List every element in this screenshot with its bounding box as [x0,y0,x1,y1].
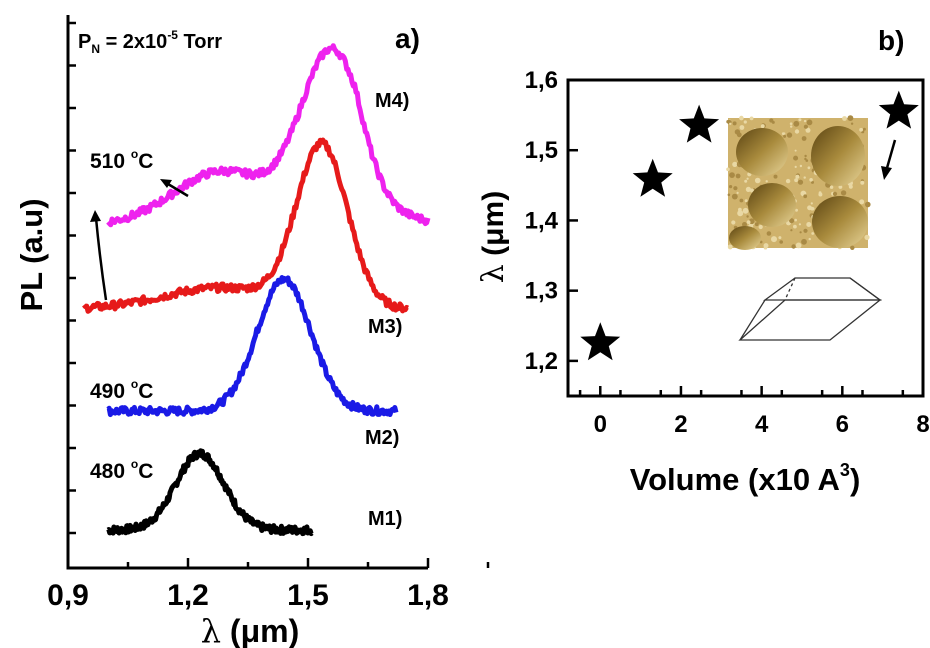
temperature-label-490: 490 oC [90,377,153,403]
panel-a-spectra [82,43,431,537]
panel-b-y-tick-label: 1,6 [525,67,558,94]
panel-b-x-axis-label: Volume (x10 A3) [630,460,861,497]
panel-b-x-tick-label: 8 [916,411,929,438]
series-label-m4: M4) [375,90,409,112]
panel-a-x-tick-label: 1,8 [407,579,449,612]
spectrum-m2 [106,275,399,418]
panel-a-ticks: 0,9 1,2 1,5 1,8 [47,21,490,612]
arrow-m3-to-510 [90,210,108,301]
arrow-to-inset [881,139,897,180]
scatter-point [580,322,621,361]
spectrum-m4 [106,43,431,228]
panel-b-y-tick-label: 1,3 [525,278,558,305]
panel-b: b) [476,25,930,497]
series-label-m3: M3) [368,316,402,338]
series-label-m2: M2) [365,427,399,449]
truncated-pyramid-sketch [738,277,882,341]
panel-b-ticks: 0 2 4 6 8 1,2 1,3 1,4 1,5 1,6 [525,67,930,438]
spectrum-m1 [106,448,314,537]
panel-b-y-axis-label: λ (μm) [476,191,511,283]
temperature-label-510: 510 oC [90,147,153,173]
panel-b-x-tick-label: 2 [674,411,687,438]
panel-a: 0,9 1,2 1,5 1,8 a) PN = 2x10-5 Torr 510 oC … [14,15,490,648]
temperature-label-480: 480 oC [90,457,153,483]
spectrum-m3 [82,137,410,314]
panel-a-x-tick-label: 1,2 [167,579,209,612]
panel-b-y-tick-label: 1,5 [525,137,558,164]
panel-b-x-tick-label: 0 [594,411,607,438]
panel-a-y-axis-label: PL (a.u) [14,198,49,311]
panel-b-points [580,90,919,361]
panel-a-x-tick-label: 0,9 [47,579,89,612]
pressure-annotation: PN = 2x10-5 Torr [78,28,222,56]
scatter-point [878,90,919,129]
panel-b-y-tick-label: 1,4 [525,207,559,234]
scatter-point [679,104,720,143]
panel-b-label: b) [878,25,904,56]
panel-a-x-tick-label: 1,5 [287,579,329,612]
panel-b-x-tick-label: 6 [836,411,849,438]
arrow-510-to-m4 [160,179,189,198]
panel-a-label: a) [395,23,420,54]
afm-inset-image [726,115,871,250]
panel-a-x-axis-label: λ (μm) [201,612,300,648]
series-label-m1: M1) [368,508,402,530]
scatter-point [632,158,673,197]
panel-b-x-tick-label: 4 [755,411,769,438]
panel-b-y-tick-label: 1,2 [525,348,558,375]
